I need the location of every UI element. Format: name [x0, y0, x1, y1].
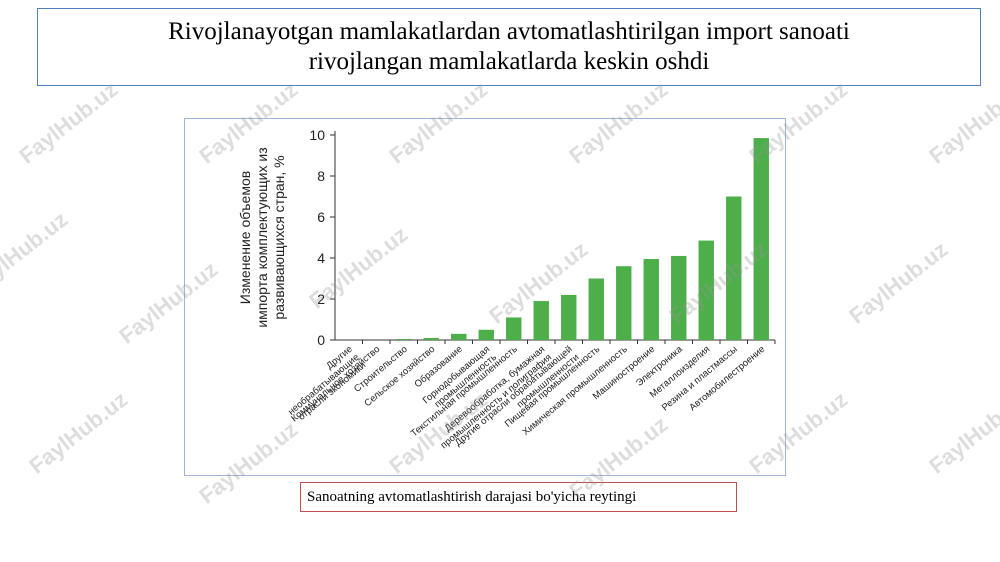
chart-frame: 0 2 4 6 8 10 Изменение объемов импорта комплект… [184, 118, 786, 476]
bar [451, 333, 467, 340]
y-tick-label: 4 [317, 250, 325, 266]
bar [643, 259, 659, 340]
y-axis-title-line: развивающихся стран, % [271, 155, 287, 319]
slide-title-line-2: rivojlangan mamlakatlarda keskin oshdi [308, 48, 710, 75]
caption-box: Sanoatning avtomatlashtirish darajasi bo… [300, 482, 737, 512]
bar [753, 138, 769, 340]
bar [671, 255, 687, 340]
watermark-text: FaylHub.uz [844, 236, 953, 329]
y-tick-label: 8 [317, 168, 325, 184]
slide-title-line-1: Rivojlanayotgan mamlakatlardan avtomatla… [168, 18, 850, 45]
y-tick-label: 0 [317, 332, 325, 348]
y-tick-label: 10 [309, 127, 325, 143]
bar [506, 317, 522, 340]
watermark-text: FaylHub.uz [14, 76, 123, 169]
watermark-text: FaylHub.uz [924, 386, 1000, 479]
bar [478, 329, 494, 340]
watermark-text: FaylHub.uz [924, 76, 1000, 169]
bar [698, 240, 714, 340]
bar [533, 301, 549, 340]
y-axis-title-line: Изменение объемов [237, 171, 253, 304]
watermark-text: FaylHub.uz [0, 206, 73, 299]
bar [588, 278, 604, 340]
bar-chart: 0 2 4 6 8 10 Изменение объемов импорта комплект… [237, 127, 776, 451]
y-tick-label: 2 [317, 291, 325, 307]
bar [396, 338, 412, 340]
slide-title-box: Rivojlanayotgan mamlakatlardan avtomatla… [37, 8, 981, 86]
y-axis-title-line: импорта комплектующих из [254, 147, 270, 327]
bar [423, 337, 439, 340]
watermark-text: FaylHub.uz [24, 386, 133, 479]
slide-title: Rivojlanayotgan mamlakatlardan avtomatla… [38, 17, 980, 77]
y-tick-label: 6 [317, 209, 325, 225]
x-category-label-line: необрабатывающие [286, 352, 361, 418]
chart-caption: Sanoatning avtomatlashtirish darajasi bo… [307, 488, 637, 505]
bar [561, 294, 577, 340]
bar [616, 266, 632, 340]
bar [726, 196, 742, 340]
